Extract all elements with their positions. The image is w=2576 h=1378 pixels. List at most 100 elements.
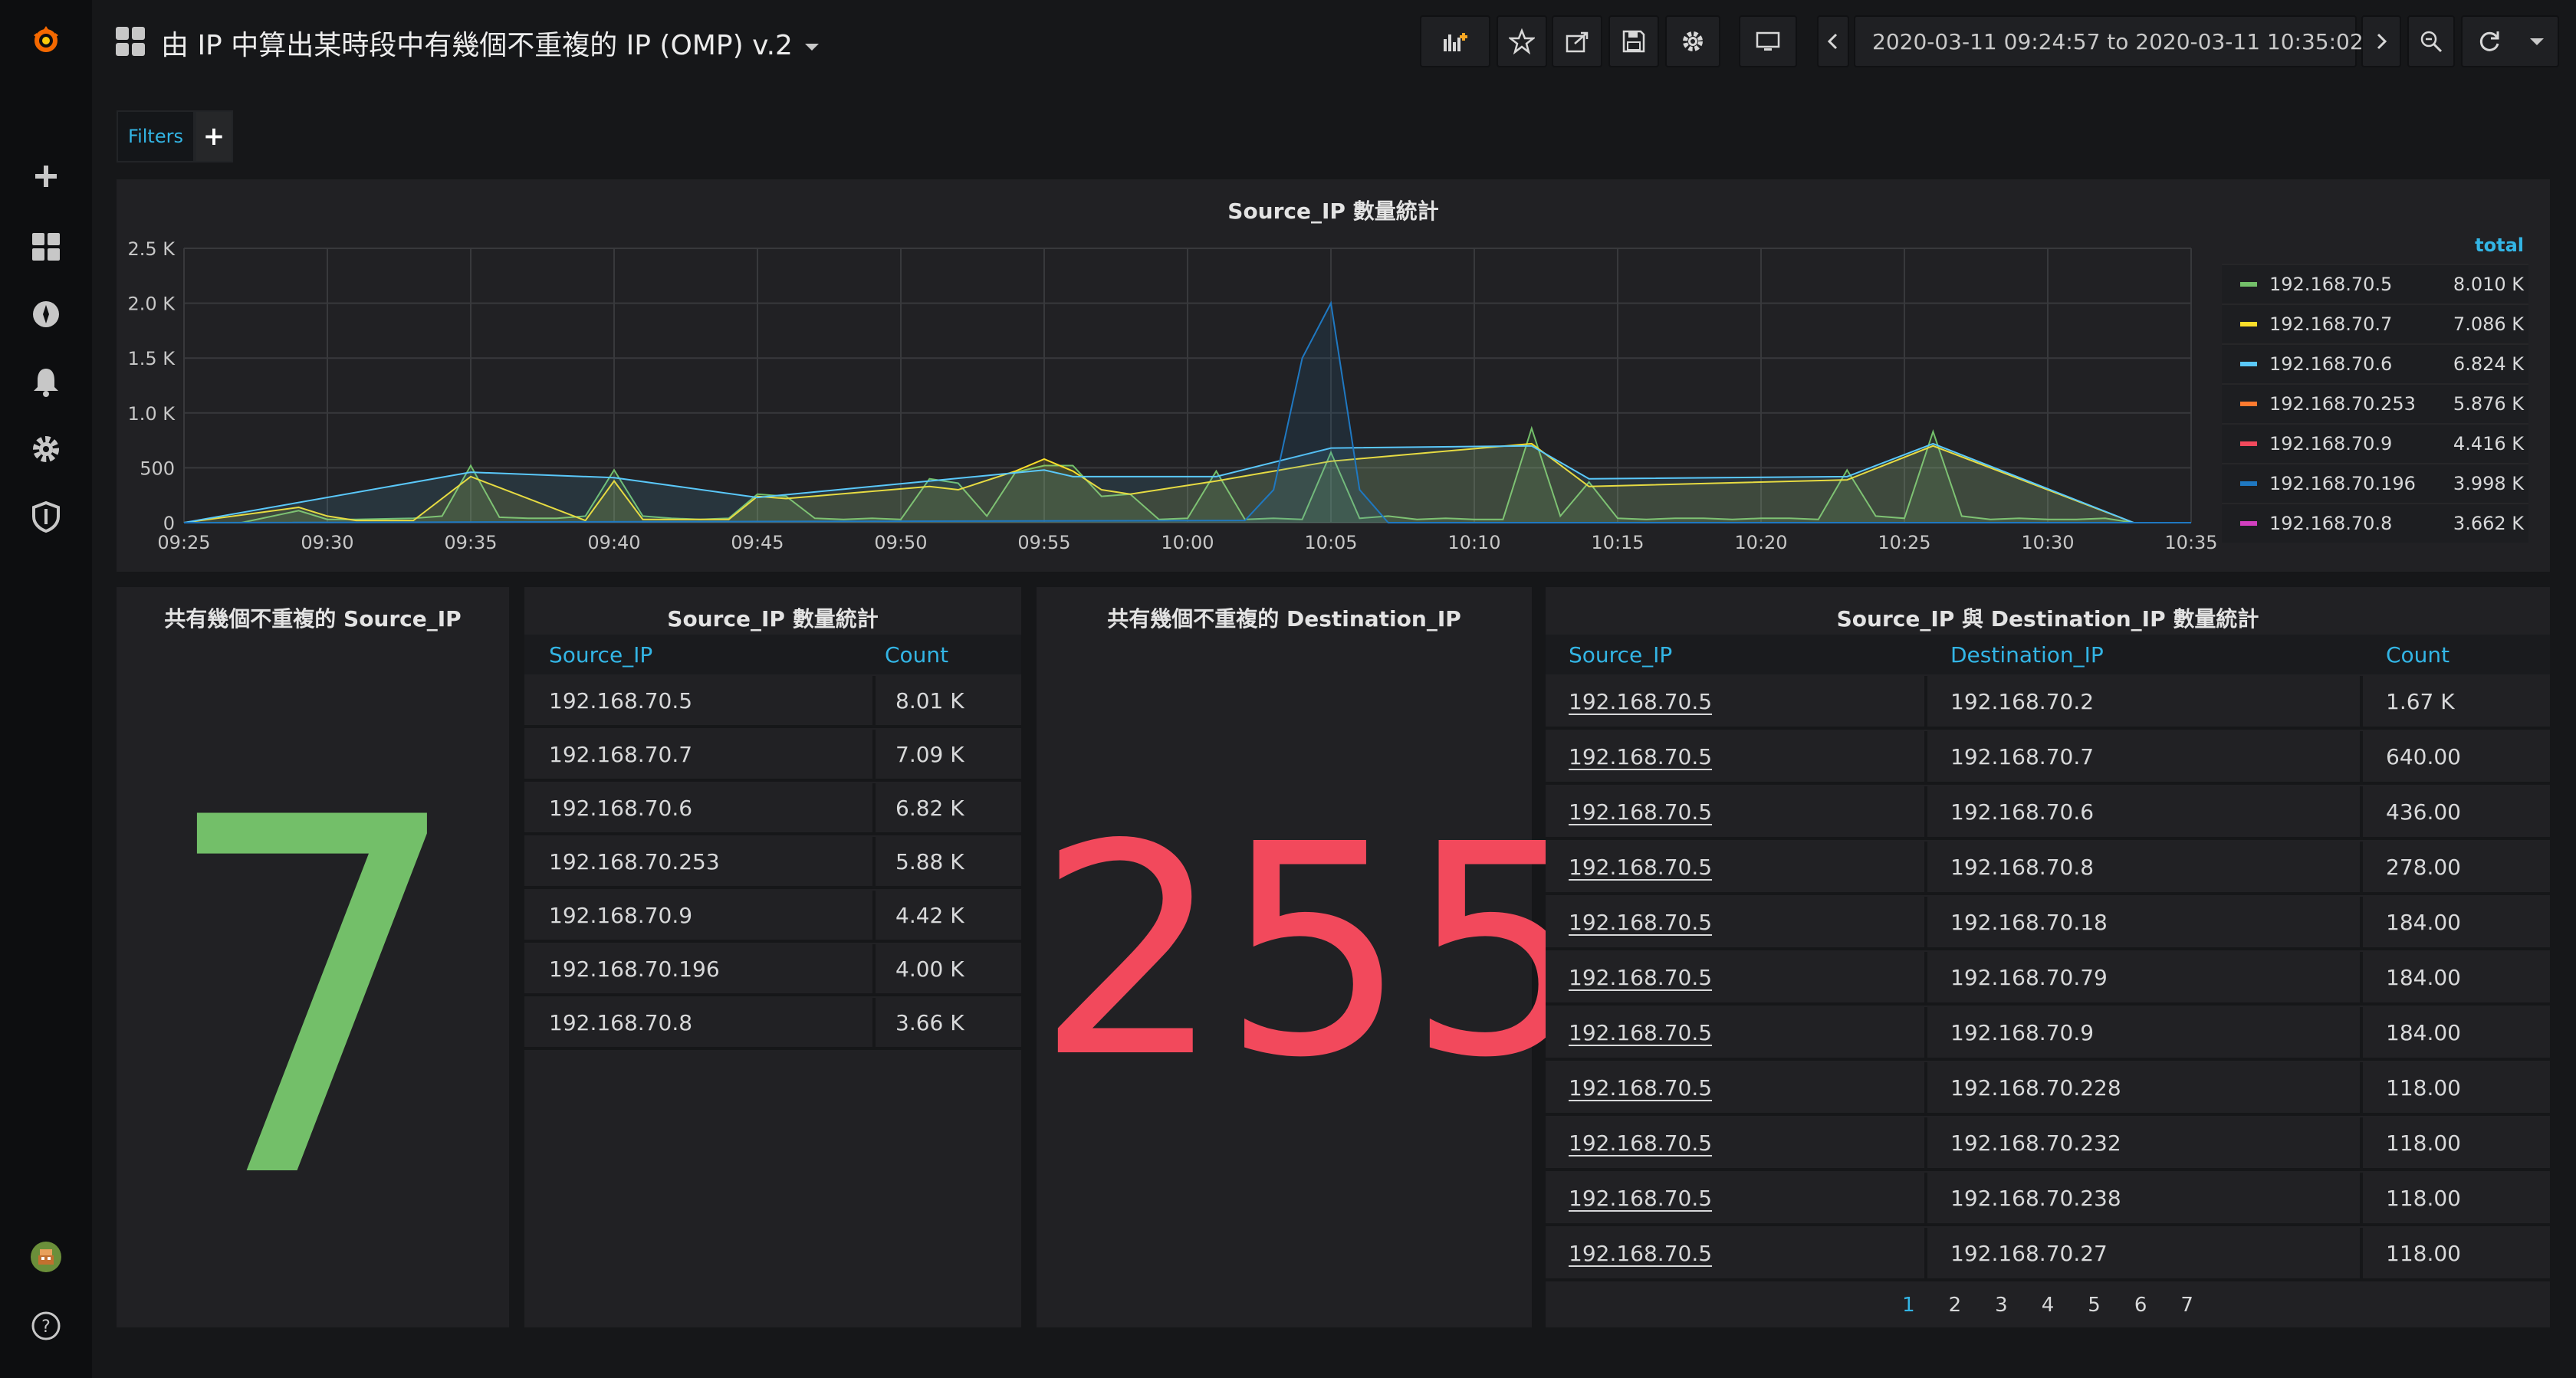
cell-count: 118.00	[2386, 1130, 2461, 1156]
refresh-button[interactable]	[2461, 15, 2559, 67]
time-series-chart[interactable]: 0 500 1.0 K 1.5 K 2.0 K 2.5 K 09:25 09:30 09:35 0…	[117, 179, 2217, 572]
x-tick-label: 10:20	[1734, 532, 1787, 553]
x-tick-label: 10:15	[1591, 532, 1644, 553]
legend-item[interactable]: 192.168.70.196 3.998 K	[2222, 463, 2528, 503]
page-link-3[interactable]: 3	[1995, 1294, 2008, 1317]
help-icon[interactable]: ?	[23, 1303, 69, 1349]
cell-source-ip-link[interactable]: 192.168.70.5	[1546, 1007, 1927, 1058]
cell-destination-ip: 192.168.70.27	[1927, 1228, 2363, 1278]
cell-destination-ip: 192.168.70.18	[1927, 897, 2363, 947]
cell-source-ip-link[interactable]: 192.168.70.5	[1546, 952, 1927, 1002]
panel-title[interactable]: 共有幾個不重複的 Destination_IP	[1107, 606, 1461, 632]
server-admin-icon[interactable]	[23, 494, 69, 540]
page-link-1[interactable]: 1	[1902, 1294, 1915, 1317]
source-ip-link[interactable]: 192.168.70.5	[1569, 799, 1713, 825]
page-link-6[interactable]: 6	[2134, 1294, 2147, 1317]
add-panel-button[interactable]	[1420, 15, 1490, 67]
time-range-picker[interactable]: 2020-03-11 09:24:57 to 2020-03-11 10:35:…	[1854, 15, 2391, 67]
cell-count: 6.82 K	[895, 795, 964, 821]
cell-source-ip-link[interactable]: 192.168.70.5	[1546, 1173, 1927, 1223]
panel-title[interactable]: Source_IP 與 Destination_IP 數量統計	[1836, 606, 2259, 632]
source-ip-table-panel[interactable]: Source_IP 數量統計 Source_IP Count 192.168.7…	[524, 587, 1021, 1327]
time-back-button[interactable]	[1817, 15, 1849, 67]
panel-title[interactable]: Source_IP 數量統計	[1227, 198, 1439, 224]
cell-source-ip-link[interactable]: 192.168.70.5	[1546, 676, 1927, 727]
column-header-source-ip[interactable]: Source_IP	[1569, 641, 1673, 668]
time-forward-button[interactable]	[2361, 15, 2401, 67]
legend-item[interactable]: 192.168.70.5 8.010 K	[2222, 264, 2528, 303]
table-header: Source_IP Count	[524, 635, 1021, 674]
cell-source-ip-link[interactable]: 192.168.70.5	[1546, 1228, 1927, 1278]
star-button[interactable]	[1497, 15, 1547, 67]
explore-icon[interactable]	[23, 291, 69, 337]
grafana-logo-icon[interactable]	[23, 17, 69, 63]
source-ip-link[interactable]: 192.168.70.5	[1569, 1019, 1713, 1045]
table-row: 192.168.70.5 192.168.70.228 118.00	[1546, 1062, 2550, 1116]
source-ip-link[interactable]: 192.168.70.5	[1569, 1185, 1713, 1211]
panel-title[interactable]: 共有幾個不重複的 Source_IP	[164, 606, 462, 632]
page-link-5[interactable]: 5	[2088, 1294, 2101, 1317]
legend-item[interactable]: 192.168.70.253 5.876 K	[2222, 383, 2528, 423]
legend-swatch	[2240, 402, 2257, 406]
cell-destination-ip: 192.168.70.232	[1927, 1117, 2363, 1168]
legend-header-total[interactable]: total	[2475, 235, 2524, 256]
add-filter-button[interactable]: +	[195, 110, 233, 162]
table-row: 192.168.70.5 8.01 K	[524, 676, 1021, 728]
table-row: 192.168.70.5 192.168.70.8 278.00	[1546, 842, 2550, 895]
column-header-count[interactable]: Count	[2386, 641, 2450, 668]
series-line	[183, 442, 2191, 523]
cell-source-ip-link[interactable]: 192.168.70.5	[1546, 731, 1927, 782]
legend-swatch	[2240, 322, 2257, 326]
x-tick-label: 10:25	[1878, 532, 1930, 553]
cell-source-ip-link[interactable]: 192.168.70.5	[1546, 1117, 1927, 1168]
cell-source-ip-link[interactable]: 192.168.70.5	[1546, 786, 1927, 837]
filters-label[interactable]: Filters	[117, 110, 195, 162]
sidebar: ?	[0, 0, 92, 1378]
legend-item[interactable]: 192.168.70.8 3.662 K	[2222, 503, 2528, 543]
cell-count: 278.00	[2386, 854, 2461, 880]
source-ip-link[interactable]: 192.168.70.5	[1569, 1240, 1713, 1266]
page-link-7[interactable]: 7	[2180, 1294, 2193, 1317]
legend-item[interactable]: 192.168.70.9 4.416 K	[2222, 423, 2528, 463]
cell-source-ip-link[interactable]: 192.168.70.5	[1546, 1062, 1927, 1113]
column-header-count[interactable]: Count	[885, 641, 949, 668]
zoom-out-button[interactable]	[2407, 15, 2455, 67]
dashboard-grid-icon	[116, 27, 145, 56]
page-link-4[interactable]: 4	[2041, 1294, 2055, 1317]
column-header-source-ip[interactable]: Source_IP	[549, 641, 653, 668]
dashboard-title[interactable]: 由 IP 中算出某時段中有幾個不重複的 IP (OMP) v.2	[161, 23, 819, 63]
source-ip-link[interactable]: 192.168.70.5	[1569, 1075, 1713, 1101]
source-ip-link[interactable]: 192.168.70.5	[1569, 743, 1713, 769]
dashboards-icon[interactable]	[23, 224, 69, 270]
source-destination-table-panel[interactable]: Source_IP 與 Destination_IP 數量統計 Source_I…	[1546, 587, 2550, 1327]
tv-mode-button[interactable]	[1739, 15, 1797, 67]
avatar[interactable]	[23, 1234, 69, 1280]
cell-source-ip: 192.168.70.253	[524, 837, 876, 886]
panel-title[interactable]: Source_IP 數量統計	[667, 606, 879, 632]
source-ip-link[interactable]: 192.168.70.5	[1569, 909, 1713, 935]
legend-item[interactable]: 192.168.70.7 7.086 K	[2222, 303, 2528, 343]
chevron-left-icon	[1827, 33, 1838, 50]
unique-source-ip-stat-panel[interactable]: 共有幾個不重複的 Source_IP 7	[117, 587, 509, 1327]
page-link-2[interactable]: 2	[1948, 1294, 1962, 1317]
add-panel-icon	[1444, 33, 1467, 51]
cell-source-ip-link[interactable]: 192.168.70.5	[1546, 842, 1927, 892]
save-button[interactable]	[1608, 15, 1659, 67]
settings-button[interactable]	[1665, 15, 1720, 67]
x-tick-label: 10:00	[1161, 532, 1214, 553]
unique-destination-ip-stat-panel[interactable]: 共有幾個不重複的 Destination_IP 255	[1037, 587, 1593, 1327]
share-button[interactable]	[1552, 15, 1602, 67]
column-header-destination-ip[interactable]: Destination_IP	[1950, 641, 2104, 668]
configuration-icon[interactable]	[23, 426, 69, 472]
legend-item[interactable]: 192.168.70.6 6.824 K	[2222, 343, 2528, 383]
source-ip-link[interactable]: 192.168.70.5	[1569, 854, 1713, 880]
plus-icon[interactable]	[23, 153, 69, 199]
alerting-icon[interactable]	[23, 359, 69, 405]
source-ip-link[interactable]: 192.168.70.5	[1569, 964, 1713, 990]
cell-count: 5.88 K	[895, 848, 964, 874]
source-ip-link[interactable]: 192.168.70.5	[1569, 1130, 1713, 1156]
stat-value: 255	[1037, 782, 1593, 1121]
cell-source-ip-link[interactable]: 192.168.70.5	[1546, 897, 1927, 947]
source-ip-link[interactable]: 192.168.70.5	[1569, 688, 1713, 714]
